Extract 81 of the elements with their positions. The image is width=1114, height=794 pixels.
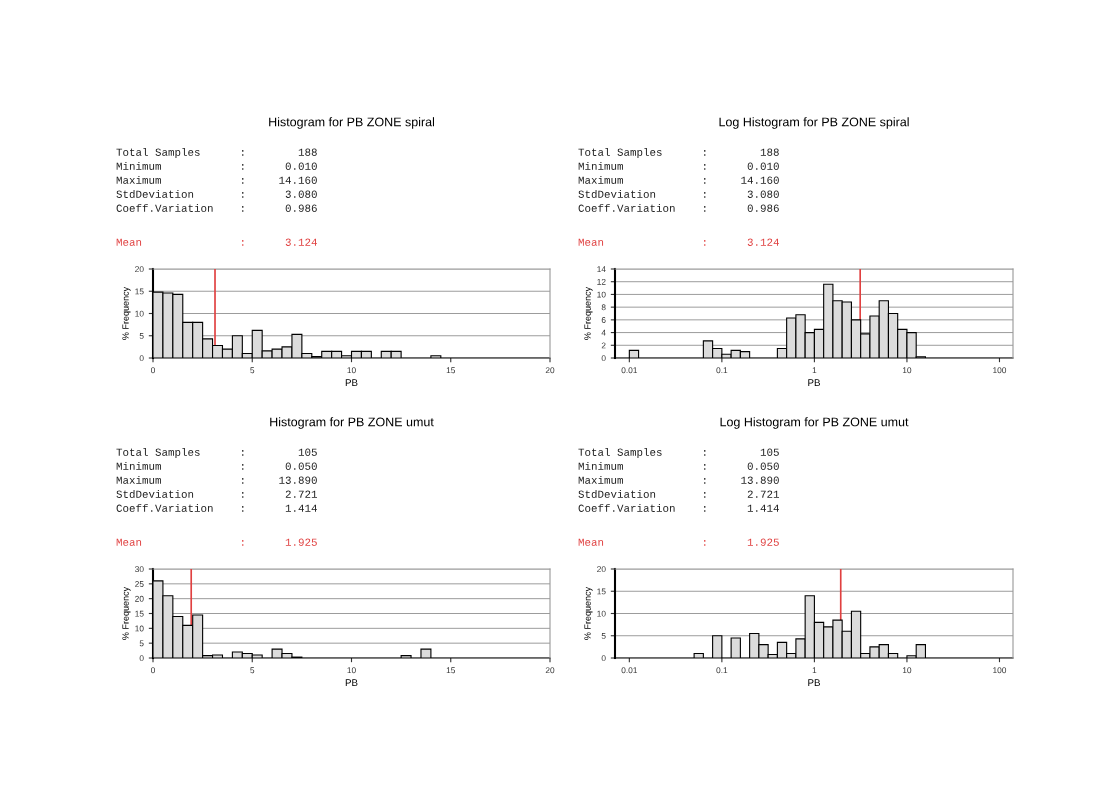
x-tick-label: 0.1 [716, 667, 728, 674]
y-tick-label: 20 [597, 566, 606, 573]
text: Maximum : 14.160 [116, 175, 317, 184]
y-tick-label: 5 [139, 640, 144, 647]
text: Total Samples : 188 [578, 147, 779, 159]
text: StdDeviation : 3.080 [116, 189, 317, 198]
ref-line-label: Mean : 1.925 [578, 538, 779, 546]
text: StdDeviation : 3.080 [578, 189, 779, 198]
y-tick-label: 20 [135, 595, 144, 602]
text: Coeff.Variation : 0.986 [578, 203, 779, 212]
x-tick-label: 0.01 [621, 367, 638, 374]
ref-line-label: Mean : 3.124 [578, 238, 779, 246]
x-tick-label: 1 [812, 667, 817, 674]
text: StdDeviation : 2.721 [578, 489, 780, 498]
x-tick-label: 0.1 [716, 367, 728, 374]
y-tick-label: 6 [601, 317, 606, 323]
x-tick-label: 0 [151, 667, 155, 674]
y-tick-label: 15 [135, 288, 144, 295]
y-tick-label: 10 [135, 310, 144, 317]
text: Coeff.Variation : 1.414 [116, 503, 317, 512]
y-tick-label: 20 [135, 266, 144, 273]
x-tick-label: 0.01 [621, 667, 638, 674]
text: Maximum : 13.890 [116, 475, 317, 484]
y-tick-label: 10 [597, 610, 606, 617]
ref-line-label: Mean : 3.124 [116, 238, 317, 246]
y-tick-label: 2 [601, 342, 606, 349]
text: Maximum : 14.160 [578, 175, 779, 184]
y-tick-label: 5 [601, 633, 606, 639]
text: Coeff.Variation : 0.986 [116, 203, 317, 212]
text: Minimum : 0.050 [578, 461, 779, 470]
y-axis-title: % Frequency [584, 286, 593, 340]
text: Total Samples : 105 [116, 447, 317, 459]
chart-title: Log Histogram for PB ZONE umut [720, 417, 909, 429]
x-axis-title: PB [808, 379, 820, 387]
text: Minimum : 0.010 [578, 161, 779, 170]
x-tick-label: 5 [250, 667, 255, 674]
x-tick-label: 1 [812, 367, 817, 374]
y-tick-label: 0 [601, 355, 606, 362]
y-axis-title: % Frequency [122, 586, 131, 640]
x-tick-label: 20 [545, 667, 555, 674]
chart-title: Histogram for PB ZONE spiral [269, 117, 435, 129]
y-tick-label: 10 [597, 291, 606, 298]
y-tick-label: 8 [601, 304, 606, 311]
text: Minimum : 0.010 [116, 161, 317, 170]
x-tick-label: 10 [347, 367, 356, 374]
y-tick-label: 4 [601, 329, 606, 336]
text: Total Samples : 105 [578, 447, 779, 459]
x-tick-label: 0 [151, 367, 155, 374]
ref-line-label: Mean : 1.925 [116, 538, 317, 546]
y-tick-label: 5 [139, 333, 144, 339]
y-tick-label: 25 [135, 581, 144, 587]
x-tick-label: 10 [902, 367, 912, 374]
y-tick-label: 30 [135, 566, 144, 573]
x-tick-label: 10 [902, 667, 912, 674]
y-tick-label: 15 [135, 610, 144, 617]
text: Minimum : 0.050 [116, 461, 317, 470]
y-tick-label: 15 [597, 588, 606, 595]
text: Coeff.Variation : 1.414 [578, 503, 779, 512]
x-tick-label: 15 [446, 667, 456, 674]
y-tick-label: 0 [601, 655, 606, 662]
x-axis-title: PB [345, 379, 358, 387]
x-axis-title: PB [808, 679, 820, 687]
chart-title: Histogram for PB ZONE umut [270, 417, 434, 429]
x-tick-label: 20 [545, 367, 555, 374]
y-tick-label: 0 [139, 655, 144, 662]
chart-title: Log Histogram for PB ZONE spiral [719, 117, 909, 129]
y-tick-label: 10 [135, 625, 144, 632]
x-axis-title: PB [345, 679, 358, 687]
x-tick-label: 100 [993, 667, 1007, 674]
text: Total Samples : 188 [116, 147, 317, 159]
y-axis-title: % Frequency [122, 286, 131, 340]
x-tick-label: 15 [446, 367, 456, 374]
y-tick-label: 12 [597, 278, 606, 285]
x-tick-label: 100 [993, 367, 1007, 374]
y-tick-label: 14 [597, 266, 606, 273]
x-tick-label: 5 [250, 367, 255, 374]
y-tick-label: 0 [139, 355, 144, 362]
text: StdDeviation : 2.721 [116, 489, 318, 498]
x-tick-label: 10 [347, 667, 356, 674]
y-axis-title: % Frequency [584, 586, 593, 640]
text: Maximum : 13.890 [578, 475, 779, 484]
